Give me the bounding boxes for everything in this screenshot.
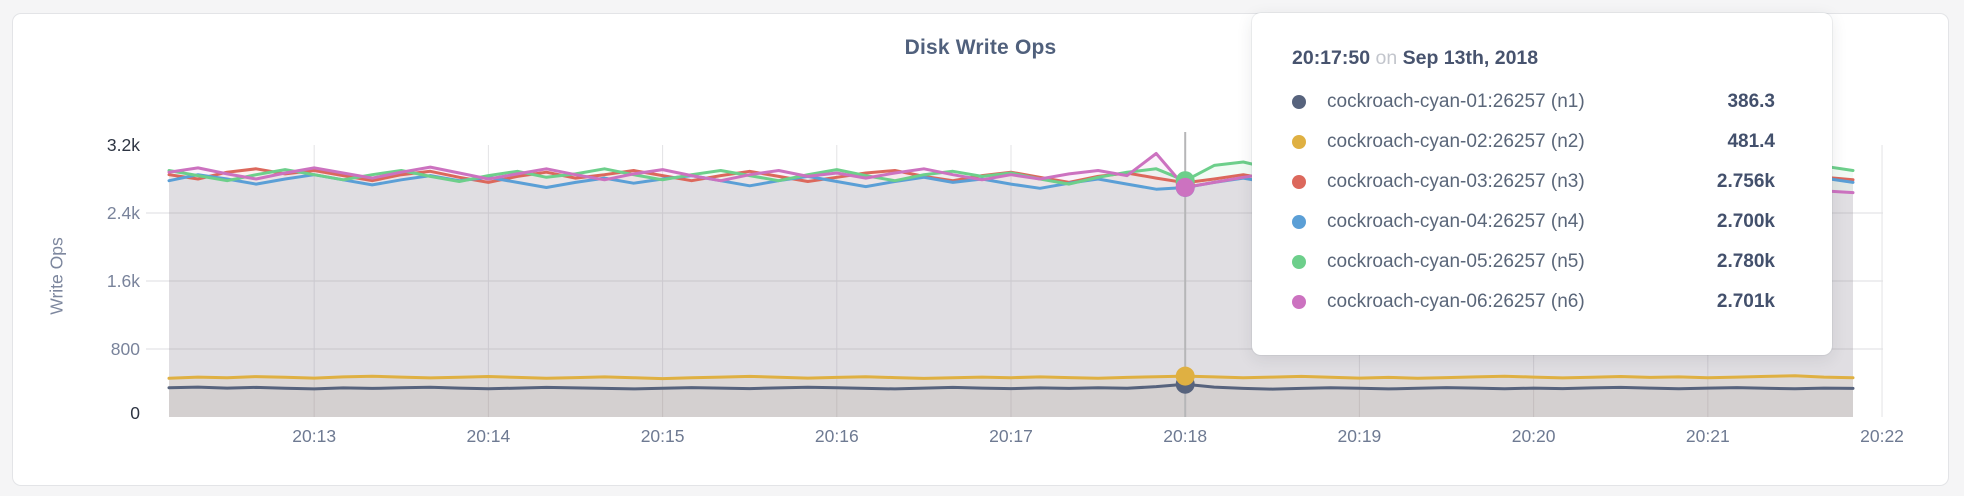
tooltip-row-n4: cockroach-cyan-04:26257 (n4) 2.700k — [1292, 202, 1775, 242]
series-area-n2 — [169, 375, 1853, 417]
series-dot-icon — [1292, 175, 1306, 189]
series-area-n1 — [169, 384, 1853, 417]
tooltip-time: 20:17:50 — [1292, 47, 1371, 69]
tooltip-rows: cockroach-cyan-01:26257 (n1) 386.3 cockroa… — [1292, 82, 1775, 322]
series-value: 2.780k — [1716, 251, 1775, 272]
series-label: cockroach-cyan-06:26257 (n6) — [1327, 291, 1585, 312]
chart-title: Disk Write Ops — [904, 36, 1057, 59]
series-dot-icon — [1292, 95, 1306, 109]
x-tick-label: 20:16 — [815, 426, 859, 446]
x-tick-label: 20:15 — [641, 426, 685, 446]
tooltip-row-n1: cockroach-cyan-01:26257 (n1) 386.3 — [1292, 82, 1775, 122]
series-value: 481.4 — [1727, 131, 1775, 152]
series-dot-icon — [1292, 215, 1306, 229]
y-tick-label: 2.4k — [107, 203, 140, 223]
tooltip-on-word: on — [1375, 47, 1398, 69]
series-dot-icon — [1292, 255, 1306, 269]
series-label: cockroach-cyan-05:26257 (n5) — [1327, 251, 1585, 272]
tooltip-row-n3: cockroach-cyan-03:26257 (n3) 2.756k — [1292, 162, 1775, 202]
series-label: cockroach-cyan-01:26257 (n1) — [1327, 91, 1585, 112]
series-dot-icon — [1292, 295, 1306, 309]
series-value: 386.3 — [1727, 91, 1775, 112]
x-tick-label: 20:18 — [1163, 426, 1207, 446]
chart-tooltip: 20:17:50 on Sep 13th, 2018 cockroach-cya… — [1252, 13, 1832, 355]
y-tick-label: 800 — [111, 339, 140, 359]
x-tick-label: 20:21 — [1686, 426, 1730, 446]
y-tick-label: 0 — [130, 403, 140, 423]
x-tick-label: 20:22 — [1860, 426, 1904, 446]
series-line-n1 — [167, 382, 1855, 391]
hover-dot-n6 — [1175, 177, 1195, 197]
y-tick-label: 3.2k — [107, 135, 140, 155]
series-label: cockroach-cyan-03:26257 (n3) — [1327, 171, 1585, 192]
tooltip-row-n6: cockroach-cyan-06:26257 (n6) 2.701k — [1292, 282, 1775, 322]
x-tick-label: 20:13 — [292, 426, 336, 446]
x-tick-label: 20:20 — [1512, 426, 1556, 446]
series-line-n2 — [167, 374, 1855, 381]
series-label: cockroach-cyan-02:26257 (n2) — [1327, 131, 1585, 152]
x-tick-label: 20:19 — [1338, 426, 1382, 446]
x-tick-label: 20:14 — [466, 426, 510, 446]
tooltip-row-n5: cockroach-cyan-05:26257 (n5) 2.780k — [1292, 242, 1775, 282]
series-value: 2.700k — [1716, 211, 1775, 232]
x-tick-label: 20:17 — [989, 426, 1033, 446]
series-value: 2.701k — [1716, 291, 1775, 312]
tooltip-header: 20:17:50 on Sep 13th, 2018 — [1292, 47, 1775, 70]
tooltip-row-n2: cockroach-cyan-02:26257 (n2) 481.4 — [1292, 122, 1775, 162]
series-value: 2.756k — [1716, 171, 1775, 192]
hover-dot-n2 — [1175, 366, 1195, 386]
series-dot-icon — [1292, 135, 1306, 149]
series-label: cockroach-cyan-04:26257 (n4) — [1327, 211, 1585, 232]
y-tick-label: 1.6k — [107, 271, 140, 291]
tooltip-date: Sep 13th, 2018 — [1402, 47, 1539, 69]
